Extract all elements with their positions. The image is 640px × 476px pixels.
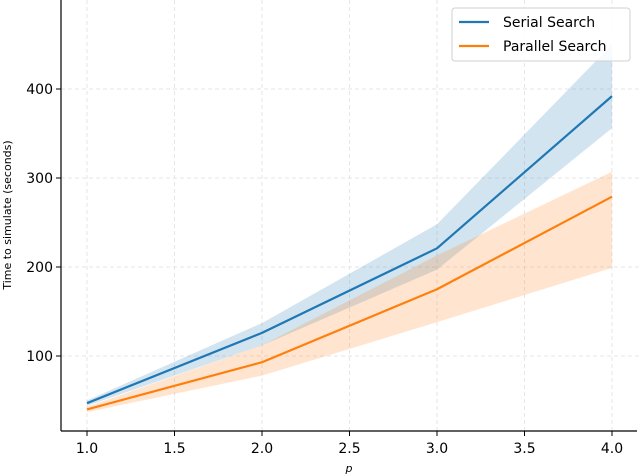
x-tick-label: 1.0: [76, 441, 98, 457]
y-tick-label: 100: [26, 349, 53, 365]
legend-label-serial: Serial Search: [503, 15, 595, 31]
legend: Serial Search Parallel Search: [451, 7, 631, 62]
x-axis-ticks: 1.0 1.5 2.0 2.5 3.0 3.5 4.0: [76, 431, 623, 457]
y-axis-ticks: 100 200 300 400: [26, 82, 61, 365]
band-parallel: [87, 171, 612, 413]
confidence-bands: [87, 44, 612, 413]
y-axis-label: Time to simulate (seconds): [1, 140, 14, 290]
y-tick-label: 200: [26, 260, 53, 276]
y-tick-label: 300: [26, 171, 53, 187]
y-tick-label: 400: [26, 82, 53, 98]
series-lines: [86, 95, 613, 411]
legend-label-parallel: Parallel Search: [503, 39, 607, 55]
x-tick-label: 4.0: [601, 441, 623, 457]
line-serial: [86, 95, 613, 405]
x-tick-label: 2.0: [251, 441, 273, 457]
grid-lines: [61, 0, 640, 431]
line-parallel: [86, 195, 613, 411]
x-tick-label: 3.0: [426, 441, 448, 457]
x-axis-label: p: [345, 462, 353, 475]
legend-box: [451, 7, 631, 62]
x-tick-label: 1.5: [163, 441, 185, 457]
x-tick-label: 3.5: [513, 441, 535, 457]
x-tick-label: 2.5: [338, 441, 360, 457]
